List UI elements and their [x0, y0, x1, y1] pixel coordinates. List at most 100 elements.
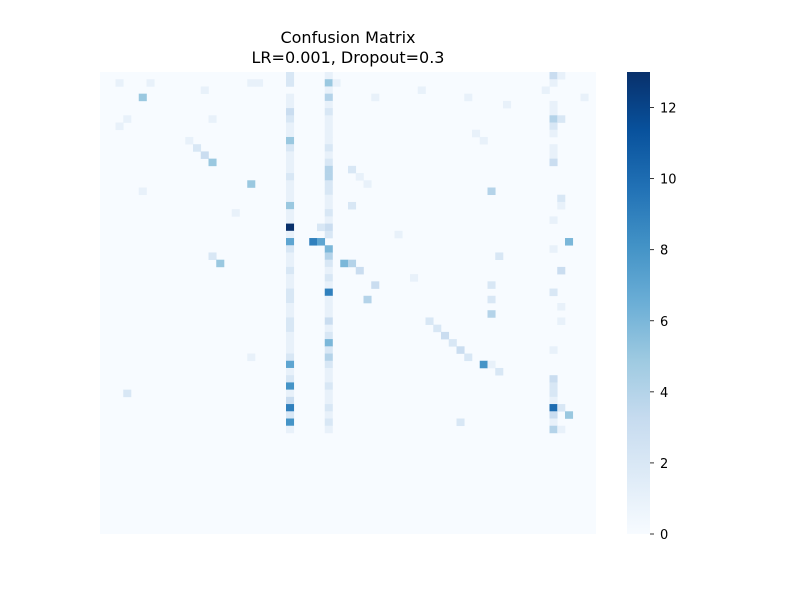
heatmap-cell — [138, 187, 147, 196]
heatmap-cell — [286, 353, 295, 362]
heatmap-cell — [417, 86, 426, 94]
heatmap-cell — [208, 252, 217, 260]
heatmap-cell — [487, 310, 496, 318]
heatmap-plot — [100, 72, 596, 534]
heatmap-cell — [324, 230, 333, 239]
heatmap-cell — [324, 108, 333, 116]
heatmap-cell — [317, 238, 326, 246]
heatmap-cell — [286, 223, 295, 232]
colorbar-tick-label: 8 — [660, 244, 668, 259]
heatmap-cell — [286, 115, 295, 123]
heatmap-cell — [123, 389, 132, 398]
heatmap-cell — [286, 151, 295, 159]
colorbar-tick-label: 6 — [660, 315, 668, 330]
heatmap-cell — [425, 317, 434, 325]
heatmap-cell — [324, 79, 333, 87]
heatmap-cell — [324, 266, 333, 275]
heatmap-cell — [549, 404, 558, 412]
heatmap-cell — [286, 375, 295, 383]
heatmap-cell — [146, 79, 155, 87]
heatmap-cell — [324, 100, 333, 109]
heatmap-cell — [286, 245, 295, 253]
heatmap-cell — [549, 389, 558, 398]
heatmap-cell — [549, 151, 558, 159]
heatmap-cell — [185, 136, 194, 145]
heatmap-cell — [324, 158, 333, 167]
heatmap-cell — [324, 317, 333, 325]
heatmap-cell — [324, 72, 333, 80]
heatmap-cell — [464, 93, 473, 102]
heatmap-cell — [247, 353, 256, 362]
heatmap-cell — [286, 425, 295, 434]
colorbar-tick-label: 10 — [660, 173, 677, 188]
heatmap-cell — [324, 389, 333, 398]
heatmap-cell — [324, 346, 333, 354]
heatmap-cell — [286, 93, 295, 102]
heatmap-cell — [324, 303, 333, 311]
heatmap-cell — [286, 310, 295, 318]
heatmap-cell — [123, 115, 132, 123]
heatmap-cell — [200, 86, 209, 94]
heatmap-cell — [557, 72, 566, 80]
heatmap-cell — [286, 79, 295, 87]
heatmap-cell — [348, 165, 357, 174]
heatmap-cell — [324, 331, 333, 340]
heatmap-cell — [487, 187, 496, 196]
heatmap-cell — [549, 375, 558, 383]
heatmap-cell — [549, 79, 558, 87]
heatmap-cell — [363, 180, 372, 188]
heatmap-cell — [549, 418, 558, 427]
heatmap-cell — [324, 223, 333, 232]
heatmap-cell — [324, 151, 333, 159]
heatmap-cell — [495, 252, 504, 260]
heatmap-cell — [441, 331, 450, 340]
heatmap-cell — [286, 180, 295, 188]
heatmap-cell — [549, 129, 558, 138]
colorbar-ticks: 0 2 4 6 8 10 12 — [650, 102, 677, 543]
heatmap-cell — [115, 79, 124, 87]
heatmap-cell — [355, 266, 364, 275]
heatmap-cell — [549, 245, 558, 253]
heatmap-cell — [332, 79, 341, 87]
heatmap-cell — [324, 411, 333, 419]
heatmap-cell — [324, 201, 333, 210]
heatmap-cell — [200, 151, 209, 159]
heatmap-cell — [324, 115, 333, 123]
heatmap-cell — [549, 72, 558, 80]
heatmap-cell — [549, 396, 558, 405]
heatmap-cell — [324, 281, 333, 289]
heatmap-cell — [324, 404, 333, 412]
heatmap-cell — [286, 411, 295, 419]
chart-title-line-2: LR=0.001, Dropout=0.3 — [252, 48, 445, 67]
heatmap-cell — [324, 259, 333, 268]
heatmap-cell — [193, 144, 202, 152]
heatmap-cell — [549, 411, 558, 419]
heatmap-cell — [557, 201, 566, 210]
heatmap-cell — [324, 129, 333, 138]
heatmap-cell — [286, 331, 295, 340]
heatmap-cell — [286, 288, 295, 297]
heatmap-cell — [324, 382, 333, 390]
heatmap-cell — [557, 404, 566, 412]
heatmap-cell — [495, 367, 504, 376]
heatmap-cell — [557, 317, 566, 325]
heatmap-cell — [286, 252, 295, 260]
colorbar-tick-label: 0 — [660, 528, 668, 543]
heatmap-cell — [286, 382, 295, 390]
heatmap-cell — [286, 209, 295, 217]
heatmap-cell — [286, 266, 295, 275]
heatmap-cell — [541, 86, 550, 94]
heatmap-cell — [340, 259, 349, 268]
heatmap-cell — [286, 339, 295, 347]
heatmap-cell — [472, 129, 481, 138]
heatmap-cell — [549, 122, 558, 131]
heatmap-cell — [216, 259, 225, 268]
heatmap-cell — [549, 158, 558, 167]
heatmap-cell — [549, 288, 558, 297]
heatmap-background — [100, 72, 596, 534]
heatmap-cell — [286, 216, 295, 224]
heatmap-cell — [324, 245, 333, 253]
heatmap-cell — [286, 404, 295, 412]
heatmap-cell — [324, 209, 333, 217]
heatmap-cell — [286, 367, 295, 376]
